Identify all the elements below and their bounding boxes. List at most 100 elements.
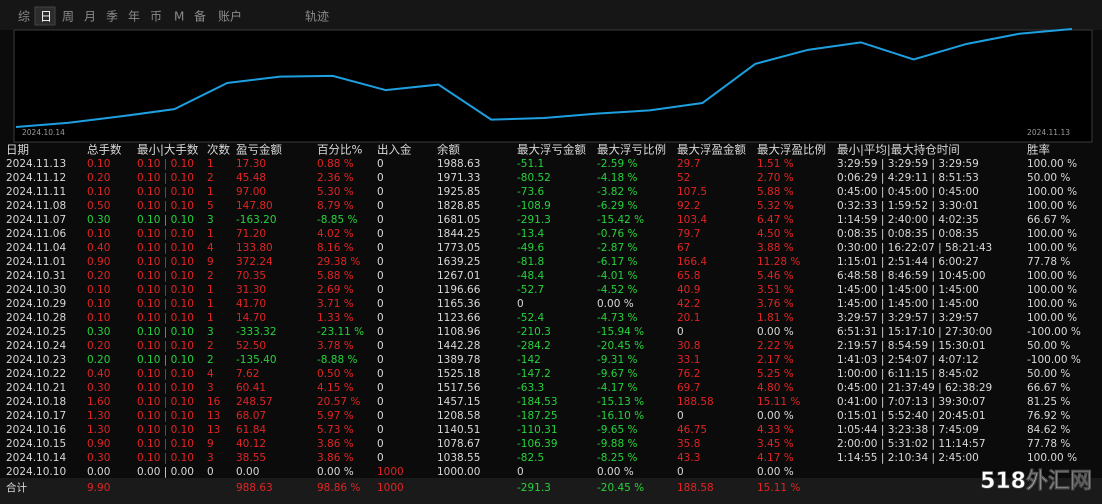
table-cell: 2.22 %	[757, 340, 794, 352]
column-header: 日期	[6, 143, 29, 157]
table-cell: 4.80 %	[757, 382, 794, 394]
table-cell: 2024.11.13	[6, 158, 66, 170]
table-cell: 1267.01	[437, 270, 480, 282]
table-cell: 0:32:33 | 1:59:52 | 3:30:01	[837, 200, 979, 212]
table-cell: 0.10 | 0.10	[137, 340, 194, 352]
table-cell: 1.33 %	[317, 312, 354, 324]
table-cell: 0.10 | 0.10	[137, 354, 194, 366]
table-cell: 4	[207, 242, 214, 254]
table-cell: -210.3	[517, 326, 551, 338]
x-tick-label: 2024.10.14	[22, 128, 65, 137]
table-cell: 3	[207, 452, 214, 464]
table-cell: 8.79 %	[317, 200, 354, 212]
table-cell: 0:15:01 | 5:52:40 | 20:45:01	[837, 410, 986, 422]
table-cell: -8.88 %	[317, 354, 358, 366]
table-cell: 31.30	[236, 284, 266, 296]
tab[interactable]: 周	[62, 10, 74, 24]
table-cell: 0	[377, 298, 384, 310]
table-cell: 2024.10.17	[6, 410, 66, 422]
table-cell: 0.10 | 0.10	[137, 410, 194, 422]
table-cell: 3.88 %	[757, 242, 794, 254]
table-cell: 92.2	[677, 200, 700, 212]
table-cell: 9	[207, 256, 214, 268]
table-cell: 0.20	[87, 270, 110, 282]
column-header: 最大浮亏金额	[517, 143, 586, 157]
table-cell: 2.17 %	[757, 354, 794, 366]
tab[interactable]: 账户	[218, 9, 242, 24]
table-cell: 0	[377, 214, 384, 226]
table-cell: 2024.11.07	[6, 214, 66, 226]
tab[interactable]: M	[174, 10, 184, 24]
table-cell: 100.00 %	[1027, 200, 1077, 212]
table-cell: 0	[377, 186, 384, 198]
table-cell: 0.20	[87, 172, 110, 184]
table-cell: -82.5	[517, 452, 544, 464]
table-cell: 61.84	[236, 424, 266, 436]
table-cell: 0.90	[87, 256, 110, 268]
table-cell: 1:00:00 | 6:11:15 | 8:45:02	[837, 368, 979, 380]
table-cell: -4.52 %	[597, 284, 638, 296]
table-cell: 3	[207, 382, 214, 394]
table-cell: 0	[377, 284, 384, 296]
table-cell: 33.1	[677, 354, 700, 366]
table-cell: 0	[377, 438, 384, 450]
table-cell: 0.10 | 0.10	[137, 424, 194, 436]
table-cell: 3	[207, 326, 214, 338]
table-cell: 1517.56	[437, 382, 481, 394]
table-cell: -187.25	[517, 410, 558, 422]
table-cell: 147.80	[236, 200, 273, 212]
table-cell: 84.62 %	[1027, 424, 1070, 436]
table-cell: 1:45:00 | 1:45:00 | 1:45:00	[837, 298, 979, 310]
table-cell: 0	[377, 368, 384, 380]
tab[interactable]: 季	[106, 10, 118, 24]
table-cell: 11.28 %	[757, 256, 800, 268]
table-cell: 60.41	[236, 382, 266, 394]
table-cell: 0.90	[87, 438, 110, 450]
table-cell: -73.6	[517, 186, 544, 198]
table-cell: 0	[377, 172, 384, 184]
tab[interactable]: 币	[150, 10, 162, 24]
table-cell: -333.32	[236, 326, 277, 338]
table-cell: 0.10	[87, 284, 110, 296]
table-cell: 3.51 %	[757, 284, 794, 296]
table-cell: 133.80	[236, 242, 273, 254]
table-cell: 1208.58	[437, 410, 480, 422]
table-cell: 0	[677, 326, 684, 338]
table-cell: -52.4	[517, 312, 544, 324]
active-tab-bg	[34, 6, 56, 26]
table-cell: 0:08:35 | 0:08:35 | 0:08:35	[837, 228, 979, 240]
table-cell: 2024.10.31	[6, 270, 66, 282]
table-cell: 0.30	[87, 452, 110, 464]
table-cell: 0.00 %	[597, 466, 634, 478]
table-cell: 76.2	[677, 368, 700, 380]
table-cell: 4.50 %	[757, 228, 794, 240]
tab[interactable]: 备	[194, 10, 206, 24]
table-cell: 0.10	[87, 158, 110, 170]
table-cell: 0.50	[87, 200, 110, 212]
table-cell: 0	[377, 424, 384, 436]
table-cell: 35.8	[677, 438, 700, 450]
table-cell: 0.10 | 0.10	[137, 382, 194, 394]
table-cell: -9.65 %	[597, 424, 638, 436]
table-cell: 0	[377, 158, 384, 170]
table-cell: 100.00 %	[1027, 242, 1077, 254]
tab[interactable]: 日	[40, 10, 52, 24]
table-cell: 0.10 | 0.10	[137, 214, 194, 226]
tab[interactable]: 综	[18, 10, 30, 24]
table-cell: 1681.05	[437, 214, 480, 226]
table-cell: 188.58	[677, 482, 714, 494]
balance-line	[15, 28, 1073, 128]
table-cell: 20.1	[677, 312, 700, 324]
table-cell: 0.10	[87, 298, 110, 310]
tab-bar	[0, 0, 1102, 30]
tab[interactable]: 轨迹	[305, 10, 329, 24]
table-cell: -49.6	[517, 242, 544, 254]
table-cell: 1:41:03 | 2:54:07 | 4:07:12	[837, 354, 979, 366]
table-cell: 5	[207, 200, 214, 212]
tab[interactable]: 年	[128, 10, 140, 24]
watermark: 518外汇网	[980, 468, 1092, 494]
table-cell: 0.00 %	[757, 326, 794, 338]
table-cell: 5.88 %	[317, 270, 354, 282]
tab[interactable]: 月	[84, 10, 96, 24]
table-cell: 0.10 | 0.10	[137, 368, 194, 380]
